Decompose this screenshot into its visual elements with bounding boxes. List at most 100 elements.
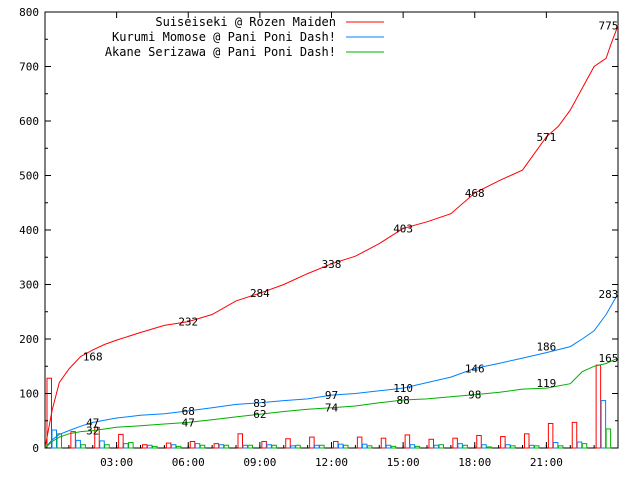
y-tick-label: 700 — [19, 61, 39, 74]
hourly-bar — [486, 446, 492, 449]
hourly-bar — [70, 431, 76, 449]
hourly-bar — [438, 444, 444, 449]
hourly-bar — [500, 436, 506, 449]
hourly-bar — [194, 443, 201, 449]
hourly-bar — [524, 433, 530, 449]
data-label: 232 — [178, 316, 198, 329]
hourly-bar — [104, 444, 110, 449]
hourly-bar — [199, 444, 206, 449]
x-tick-label: 21:00 — [530, 456, 563, 469]
hourly-bar — [128, 442, 134, 449]
hourly-bar — [80, 444, 86, 449]
x-tick-label: 15:00 — [387, 456, 420, 469]
x-tick-label: 12:00 — [315, 456, 348, 469]
hourly-bar — [290, 445, 296, 449]
x-tick-label: 03:00 — [100, 456, 133, 469]
hourly-bar — [189, 440, 196, 449]
hourly-bar — [285, 438, 291, 449]
hourly-bar — [414, 445, 421, 449]
data-label: 146 — [465, 362, 485, 375]
data-label: 110 — [393, 382, 413, 395]
hourly-bar — [433, 444, 439, 449]
hourly-bar — [338, 443, 344, 449]
hourly-bar — [552, 442, 559, 449]
y-tick-label: 800 — [19, 6, 39, 19]
hourly-bar — [476, 434, 482, 449]
data-label: 165 — [599, 352, 619, 365]
hourly-bar — [266, 444, 272, 449]
hourly-bar — [118, 433, 124, 449]
data-label: 571 — [536, 131, 556, 144]
data-label: 47 — [86, 416, 99, 429]
hourly-bar — [123, 443, 129, 449]
hourly-bar — [261, 440, 267, 449]
data-label: 403 — [393, 222, 413, 235]
hourly-bar — [529, 444, 535, 449]
hourly-bar — [600, 400, 607, 449]
x-tick-label: 06:00 — [172, 456, 205, 469]
hourly-bar — [481, 444, 487, 449]
y-tick-label: 200 — [19, 333, 39, 346]
data-label: 186 — [536, 341, 556, 354]
data-label: 168 — [83, 350, 103, 363]
data-label: 338 — [322, 258, 342, 271]
hourly-bar — [170, 444, 177, 449]
cumulative-lines — [44, 25, 619, 449]
hourly-bar — [534, 445, 540, 449]
hourly-bar — [309, 436, 315, 449]
hourly-bar — [385, 444, 392, 449]
hourly-bar — [510, 445, 516, 449]
legend-label: Suiseiseki @ Rozen Maiden — [155, 15, 336, 29]
y-tick-label: 600 — [19, 115, 39, 128]
hourly-bar — [505, 444, 511, 449]
hourly-bar — [142, 444, 148, 449]
series-line — [44, 25, 619, 449]
hourly-bar — [605, 428, 612, 449]
hourly-bar — [557, 445, 564, 449]
data-label: 283 — [599, 288, 619, 301]
data-label: 97 — [325, 389, 338, 402]
hourly-bar — [319, 444, 325, 449]
hourly-bar — [46, 377, 52, 449]
hourly-bar — [242, 444, 248, 449]
data-label: 98 — [468, 389, 481, 402]
hourly-bar — [356, 436, 363, 449]
hourly-bar — [571, 421, 578, 449]
hourly-bar — [314, 444, 320, 449]
hourly-bar — [581, 443, 588, 449]
hourly-bar — [218, 444, 225, 449]
hourly-bar — [390, 445, 397, 449]
x-tick-label: 18:00 — [458, 456, 491, 469]
data-label: 284 — [250, 287, 270, 300]
hourly-bar — [333, 440, 339, 449]
hourly-bar — [462, 444, 468, 449]
y-tick-label: 400 — [19, 224, 39, 237]
plot-frame — [44, 11, 619, 449]
y-tick-label: 300 — [19, 279, 39, 292]
hourly-bar — [175, 445, 182, 449]
hourly-bar — [271, 444, 277, 449]
y-tick-label: 100 — [19, 388, 39, 401]
hourly-bar — [237, 433, 243, 449]
data-label: 775 — [599, 20, 619, 33]
legend-label: Kurumi Momose @ Pani Poni Dash! — [112, 30, 336, 44]
hourly-bar — [223, 444, 230, 449]
hourly-bar — [295, 444, 301, 449]
data-label: 62 — [253, 408, 266, 421]
hourly-bar — [213, 443, 220, 449]
hourly-bar — [247, 444, 253, 449]
hourly-bar — [99, 440, 105, 449]
y-tick-label: 0 — [32, 442, 39, 455]
hourly-bar — [94, 426, 100, 449]
hourly-bar — [361, 443, 368, 449]
data-label: 468 — [465, 187, 485, 200]
axes: 0 100 200 300 400 500 600 700 800 03:00 06:00 09:00… — [19, 6, 618, 469]
data-label: 47 — [182, 416, 195, 429]
hourly-bar — [409, 444, 416, 449]
hourly-bar — [165, 442, 172, 449]
hourly-bar — [343, 444, 349, 449]
hourly-bar — [366, 445, 373, 449]
point-labels: 1682322843384034685717754768839711014618… — [83, 20, 619, 438]
